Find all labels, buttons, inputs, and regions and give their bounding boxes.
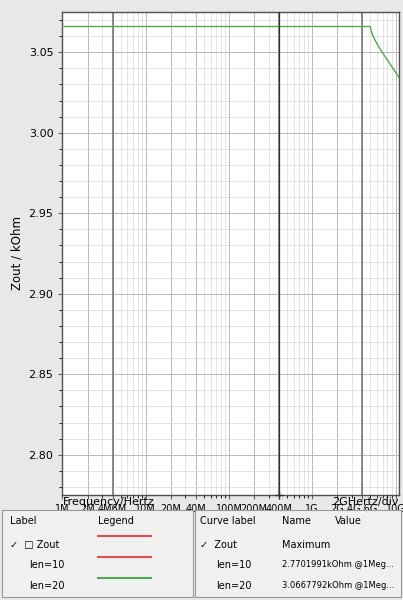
Text: Value: Value [335,516,362,526]
Y-axis label: Zout / kOhm: Zout / kOhm [10,217,23,290]
Text: 2GHertz/div: 2GHertz/div [332,497,399,507]
Text: len=20: len=20 [216,581,251,592]
Text: Name: Name [282,516,311,526]
Text: 2.7701991kOhm @1Meg...: 2.7701991kOhm @1Meg... [282,560,394,569]
Text: len=10: len=10 [29,560,64,571]
Text: ✓  Zout: ✓ Zout [199,539,237,550]
Text: Maximum: Maximum [282,539,330,550]
Text: Legend: Legend [98,516,134,526]
Text: ✓  □ Zout: ✓ □ Zout [10,539,59,550]
Text: 3.0667792kOhm @1Meg...: 3.0667792kOhm @1Meg... [282,581,394,590]
Text: Label: Label [10,516,36,526]
Text: len=10: len=10 [216,560,251,571]
Text: Frequency/Hertz: Frequency/Hertz [62,497,154,507]
Text: len=20: len=20 [29,581,64,592]
Text: Curve label: Curve label [199,516,255,526]
